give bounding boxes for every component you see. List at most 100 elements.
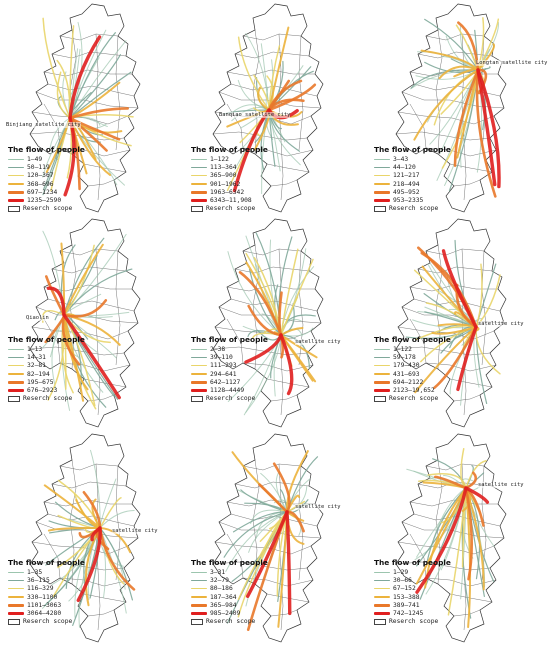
flow-line-class-4 — [63, 243, 104, 316]
legend-swatch — [8, 571, 24, 573]
district-boundary — [242, 248, 302, 256]
legend-range: 187—364 — [210, 593, 237, 601]
district-boundary — [298, 35, 304, 151]
flow-line-class-6 — [476, 68, 497, 187]
flow-line-class-4 — [413, 69, 479, 141]
legend-range: 44—120 — [393, 163, 416, 171]
district-boundary — [453, 179, 481, 187]
district-boundary — [83, 163, 127, 173]
district-boundary — [266, 593, 310, 603]
legend-swatch — [8, 611, 24, 616]
legend-item: 36—115 — [8, 576, 85, 584]
legend-range: 218—494 — [393, 180, 420, 188]
flow-legend: The flow of people 3—31 32—79 80—186 187—364… — [191, 558, 268, 626]
scope-label: Reserch scope — [206, 395, 256, 403]
legend-range: 365—984 — [210, 601, 237, 609]
scope-box-icon — [191, 395, 203, 402]
legend-range: 179—430 — [393, 362, 420, 370]
legend-swatch — [191, 587, 207, 590]
flow-line-class-2 — [69, 32, 116, 119]
legend-item: 44—120 — [374, 163, 451, 171]
scope-box-icon — [374, 395, 386, 402]
legend-swatch — [374, 183, 390, 186]
flow-line-class-4 — [63, 314, 89, 391]
satellite-city-label: satellite city — [295, 504, 341, 510]
research-scope-boundary — [395, 218, 507, 428]
scope-label: Reserch scope — [389, 618, 439, 626]
district-boundary — [409, 499, 498, 507]
legend-title: The flow of people — [374, 145, 451, 154]
legend-swatch — [374, 571, 390, 573]
legend-item: 195—675 — [8, 378, 85, 386]
scope-box-icon — [191, 205, 203, 212]
flow-line-class-5 — [68, 107, 129, 120]
legend-range: 59—178 — [393, 353, 416, 361]
legend-range: 30—66 — [393, 576, 412, 584]
satellite-city-label: Qiaolin — [26, 315, 49, 321]
legend-item: 365—900 — [191, 172, 268, 180]
legend-scope-item: Reserch scope — [374, 205, 451, 213]
legend-range: 3—43 — [393, 155, 409, 163]
legend-range: 1—122 — [210, 155, 229, 163]
legend-swatch — [374, 174, 390, 177]
legend-swatch — [8, 388, 24, 393]
legend-range: 642—1127 — [210, 378, 241, 386]
legend-swatch — [191, 198, 207, 203]
district-boundary — [417, 266, 493, 274]
legend-swatch — [8, 604, 24, 607]
legend-title: The flow of people — [374, 558, 451, 567]
legend-swatch — [8, 158, 24, 160]
flow-line-class-1 — [69, 40, 127, 119]
district-boundary — [43, 318, 61, 364]
district-boundary — [266, 163, 310, 173]
district-boundary — [218, 521, 322, 539]
district-boundary — [226, 318, 244, 364]
district-boundary — [218, 306, 322, 324]
flow-line-class-6 — [441, 249, 478, 329]
district-boundary — [425, 463, 485, 471]
legend-swatch — [191, 348, 207, 350]
legend-item: 50—119 — [8, 163, 85, 171]
legend-scope-item: Reserch scope — [191, 395, 268, 403]
flow-line-class-5 — [267, 83, 317, 112]
legend-item: 953—2335 — [374, 196, 451, 204]
district-boundary — [35, 91, 139, 109]
legend-item: 365—984 — [191, 601, 268, 609]
legend-item: 67—152 — [374, 585, 451, 593]
district-boundary — [266, 378, 310, 388]
legend-scope-item: Reserch scope — [374, 618, 451, 626]
district-boundary — [51, 51, 127, 59]
district-boundary — [270, 394, 298, 402]
flow-line-class-3 — [259, 511, 288, 542]
flow-line-class-3 — [63, 244, 95, 316]
legend-range: 1128—4449 — [210, 387, 245, 395]
flow-line-class-2 — [99, 527, 134, 601]
flow-line-class-4 — [420, 49, 479, 71]
scope-label: Reserch scope — [206, 205, 256, 213]
flow-line-class-6 — [476, 68, 501, 189]
legend-item: 113—364 — [191, 163, 268, 171]
district-boundary — [234, 266, 310, 274]
district-boundary — [234, 51, 310, 59]
legend-swatch — [191, 364, 207, 367]
flow-legend: The flow of people 1—122 59—178 179—430 431—… — [374, 335, 451, 403]
flow-line-class-3 — [237, 511, 288, 618]
flow-legend: The flow of people 2—38 39—110 111—293 294—6… — [191, 335, 268, 403]
district-boundary — [449, 163, 493, 173]
legend-range: 742—1245 — [393, 610, 424, 618]
legend-swatch — [191, 158, 207, 160]
district-boundary — [242, 463, 302, 471]
legend-range: 985—2409 — [210, 610, 241, 618]
flow-line-class-1 — [248, 511, 288, 553]
legend-item: 30—66 — [374, 576, 451, 584]
flow-line-class-4 — [438, 65, 479, 80]
district-boundary — [43, 284, 132, 292]
legend-range: 67—152 — [393, 585, 416, 593]
legend-swatch — [8, 373, 24, 376]
flow-line-class-4 — [415, 487, 467, 585]
legend-swatch — [191, 571, 207, 573]
scope-box-icon — [374, 205, 386, 212]
flow-line-class-4 — [285, 450, 309, 513]
legend-item: 179—430 — [374, 362, 451, 370]
legend-swatch — [374, 166, 390, 169]
